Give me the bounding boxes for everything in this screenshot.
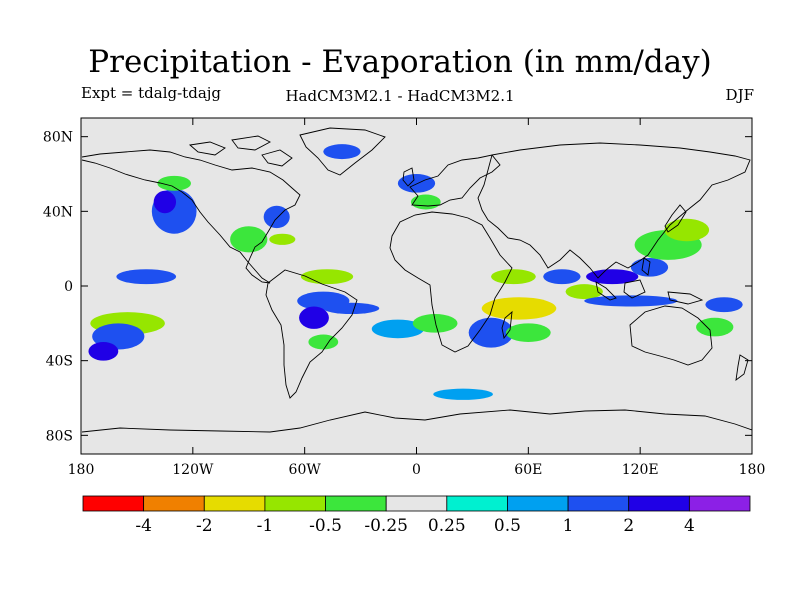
data-regions (88, 144, 743, 400)
colorbar-swatch (325, 495, 387, 512)
latitude-axis: 80N 40N 0 40S 80S (43, 130, 752, 444)
colorbar-swatch (688, 495, 751, 512)
coast-greenland (299, 127, 386, 176)
data-region (157, 175, 191, 191)
colorbar-label: 0.5 (494, 516, 521, 536)
longitude-axis: 180 120W 60W 0 60E 120E 180 (68, 118, 766, 478)
map-background (81, 118, 752, 454)
coast-new-zealand (735, 354, 749, 382)
lon-tick-label: 60W (289, 462, 322, 478)
data-region (230, 226, 268, 253)
colorbar-label: 1 (563, 516, 574, 536)
data-region (412, 314, 458, 333)
coast-australia (629, 305, 713, 366)
data-region (269, 233, 296, 245)
data-region (481, 297, 557, 320)
colorbar-label: -4 (135, 516, 152, 536)
coast-antarctica (81, 409, 752, 433)
coast-europe (409, 154, 501, 207)
coast-sumatra (595, 281, 617, 301)
data-region (664, 218, 710, 242)
data-region (705, 297, 743, 313)
coast-british-isles (402, 167, 415, 187)
coast-africa (389, 211, 513, 353)
data-region (371, 319, 424, 339)
lon-tick-label: 180 (68, 462, 95, 478)
lon-tick-label: 120E (622, 462, 659, 478)
data-region (696, 317, 734, 337)
model-label: HadCM3M2.1 - HadCM3M2.1 (285, 87, 515, 105)
colorbar-swatch (385, 495, 448, 512)
chart-title: Precipitation - Evaporation (in mm/day) (88, 44, 712, 80)
colorbar-label: 0.25 (428, 516, 466, 536)
lon-tick-label: 180 (739, 462, 766, 478)
lat-tick-label: 0 (64, 279, 73, 295)
data-region (323, 302, 380, 314)
colorbar-label: -0.5 (309, 516, 342, 536)
data-region (116, 269, 177, 285)
data-region (410, 194, 441, 210)
lat-tick-label: 80N (43, 130, 73, 146)
data-region (88, 342, 119, 361)
colorbar-label: -0.25 (364, 516, 408, 536)
colorbar-swatch (507, 495, 569, 512)
data-region (323, 144, 361, 160)
coast-philippines (641, 257, 651, 276)
coast-madagascar (501, 310, 513, 340)
season-label: DJF (725, 86, 754, 104)
data-region (543, 269, 581, 285)
coast-japan (664, 204, 687, 233)
data-region (586, 269, 639, 285)
coastlines (81, 127, 752, 433)
colorbar-label: -2 (196, 516, 213, 536)
data-region (300, 269, 354, 285)
coast-arctic-islands (188, 135, 293, 167)
lon-tick-label: 60E (514, 462, 542, 478)
colorbar-swatch (446, 495, 508, 512)
data-region (433, 388, 493, 400)
lat-tick-label: 80S (46, 428, 73, 444)
colorbar-swatch (264, 495, 326, 512)
lat-tick-label: 40S (46, 354, 73, 370)
colorbar-label: 4 (684, 516, 695, 536)
data-region (491, 269, 536, 285)
colorbar-swatch (628, 495, 690, 512)
data-region (299, 306, 329, 329)
data-region (468, 317, 514, 348)
coast-north-america (81, 149, 301, 284)
colorbar-swatch (567, 495, 630, 512)
data-region (505, 323, 551, 342)
lat-tick-label: 40N (43, 204, 73, 220)
colorbar-label: -1 (257, 516, 274, 536)
coast-asia (477, 142, 751, 279)
colorbar-swatch (143, 495, 205, 512)
data-region (397, 174, 436, 193)
lon-tick-label: 0 (412, 462, 421, 478)
data-region (308, 334, 339, 350)
colorbar-swatch (203, 495, 266, 512)
colorbar-swatch (82, 495, 145, 512)
colorbar: -4 -2 -1 -0.5 -0.25 0.25 0.5 1 2 4 (82, 495, 751, 536)
coast-new-guinea (667, 291, 704, 305)
coast-south-america (265, 269, 358, 399)
data-region (153, 190, 177, 214)
coast-borneo (623, 279, 646, 299)
colorbar-label: 2 (623, 516, 634, 536)
experiment-label: Expt = tdalg-tdajg (81, 84, 222, 102)
lon-tick-label: 120W (172, 462, 214, 478)
data-region (565, 284, 603, 300)
